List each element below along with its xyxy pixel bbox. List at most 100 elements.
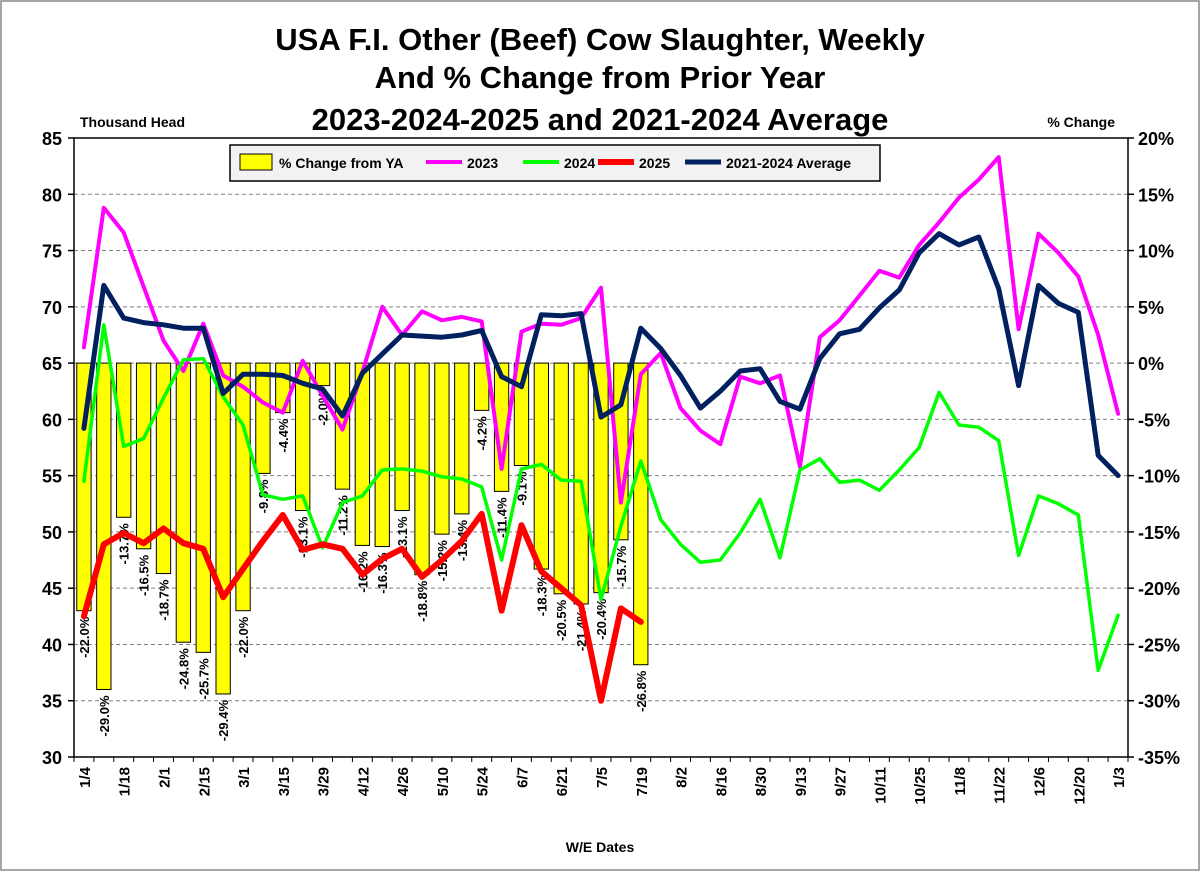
x-tick-label: 2/15 (196, 767, 213, 796)
chart-title-line-3: 2023-2024-2025 and 2021-2024 Average (312, 102, 889, 137)
chart-title-line-2: And % Change from Prior Year (375, 60, 826, 95)
left-tick-label: 30 (42, 748, 62, 768)
x-tick-label: 8/2 (674, 767, 691, 788)
pct-change-label: -18.3% (534, 575, 549, 617)
pct-change-label: -25.7% (196, 658, 211, 700)
right-tick-label: -30% (1138, 692, 1180, 712)
pct-change-label: -4.4% (276, 418, 291, 452)
pct-change-bar (374, 362, 390, 548)
pct-change-bar (275, 362, 291, 414)
x-tick-label: 1/18 (117, 767, 134, 796)
legend-label-average: 2021-2024 Average (726, 155, 851, 171)
series-line-2021-2024-average (81, 231, 1121, 479)
plot-area-border (73, 137, 1129, 758)
x-tick-label: 1/3 (1111, 767, 1128, 788)
pct-change-label: -26.8% (634, 670, 649, 712)
legend: % Change from YA 2023 2024 2025 2021-202… (229, 144, 881, 182)
x-tick-label: 7/19 (634, 767, 651, 796)
legend-label-2025: 2025 (639, 155, 670, 171)
x-tick-label: 4/12 (355, 767, 372, 796)
axes: 30 35 40 45 50 55 60 65 70 75 80 85 -35% -30% -25% -20%… (42, 129, 1180, 805)
grid-lines (74, 193, 1128, 702)
pct-change-label: -29.0% (97, 695, 112, 737)
pct-change-bar (434, 362, 450, 535)
right-tick-label: -15% (1138, 523, 1180, 543)
x-tick-label: 4/26 (395, 767, 412, 796)
pct-change-label: -16.5% (137, 554, 152, 596)
left-tick-label: 50 (42, 523, 62, 543)
x-tick-label: 10/11 (872, 767, 889, 804)
x-axis-title: W/E Dates (566, 839, 635, 855)
x-tick-label: 5/24 (475, 766, 492, 796)
right-tick-label: -10% (1138, 467, 1180, 487)
pct-change-label: -22.0% (236, 616, 251, 658)
pct-change-label: -20.4% (594, 598, 609, 640)
pct-change-bar (155, 362, 172, 575)
pct-change-labels: -22.0% -29.0% -13.7% -16.5% -18.7% -24.8% -25.… (77, 391, 649, 741)
pct-change-label: -13.7% (117, 523, 132, 565)
right-tick-label: 15% (1138, 185, 1174, 205)
series-line-2024 (82, 323, 1120, 673)
pct-change-bar (394, 362, 410, 512)
right-tick-label: -25% (1138, 635, 1180, 655)
x-tick-label: 3/15 (276, 767, 293, 796)
right-tick-label: 10% (1138, 242, 1174, 262)
x-tick-label: 12/20 (1071, 767, 1088, 805)
right-tick-label: -35% (1138, 748, 1180, 768)
x-tick-label: 2/1 (156, 767, 173, 788)
left-tick-label: 35 (42, 692, 62, 712)
pct-change-label: -11.4% (495, 497, 510, 538)
left-tick-label: 65 (42, 354, 62, 374)
x-tick-label: 7/5 (594, 767, 611, 788)
right-tick-label: 0% (1138, 354, 1164, 374)
pct-change-bar (195, 362, 211, 653)
pct-change-bar (255, 362, 271, 474)
legend-swatch-pct-change (239, 153, 273, 171)
x-tick-label: 3/29 (316, 767, 333, 796)
pct-change-label: -18.7% (156, 579, 171, 621)
right-tick-label: -5% (1138, 410, 1170, 430)
x-tick-label: 12/6 (1032, 767, 1049, 796)
right-axis-title: % Change (1047, 114, 1115, 130)
right-tick-label: 5% (1138, 298, 1164, 318)
pct-change-label: -11.2% (335, 495, 350, 536)
left-tick-label: 45 (42, 579, 62, 599)
x-tick-label: 6/21 (554, 767, 571, 796)
series-line-2025 (80, 510, 644, 704)
pct-change-label: -15.7% (614, 545, 629, 587)
pct-change-label: -24.8% (176, 648, 191, 690)
pct-change-label: -4.2% (475, 416, 490, 450)
left-tick-label: 85 (42, 129, 62, 149)
pct-change-bar (314, 362, 331, 387)
left-tick-label: 70 (42, 298, 62, 318)
pct-change-bar (215, 362, 231, 695)
right-tick-label: 20% (1138, 129, 1174, 149)
pct-change-label: -22.0% (77, 616, 92, 658)
pct-change-bar (235, 362, 251, 612)
left-tick-label: 40 (42, 635, 62, 655)
series-lines (80, 155, 1121, 704)
pct-change-bar (513, 362, 530, 467)
legend-label-2023: 2023 (467, 155, 498, 171)
chart-title-line-1: USA F.I. Other (Beef) Cow Slaughter, Wee… (275, 22, 925, 57)
x-tick-label: 6/7 (514, 767, 531, 788)
left-tick-label: 60 (42, 410, 62, 430)
x-tick-label: 11/8 (952, 767, 969, 795)
pct-change-bar (633, 362, 649, 666)
x-tick-label: 11/22 (992, 767, 1009, 804)
right-tick-label: -20% (1138, 579, 1180, 599)
pct-change-bar (96, 362, 112, 690)
left-tick-label: 55 (42, 467, 62, 487)
x-tick-label: 3/1 (236, 767, 253, 788)
legend-label-pct-change: % Change from YA (279, 155, 403, 171)
pct-change-label: -18.8% (415, 580, 430, 622)
left-tick-label: 75 (42, 242, 62, 262)
legend-label-2024: 2024 (564, 155, 595, 171)
series-line-2023 (81, 155, 1121, 505)
left-tick-label: 80 (42, 185, 62, 205)
x-tick-label: 9/13 (793, 767, 810, 796)
pct-change-bar (354, 362, 371, 546)
x-tick-label: 8/30 (753, 767, 770, 796)
left-axis-title: Thousand Head (80, 114, 185, 130)
